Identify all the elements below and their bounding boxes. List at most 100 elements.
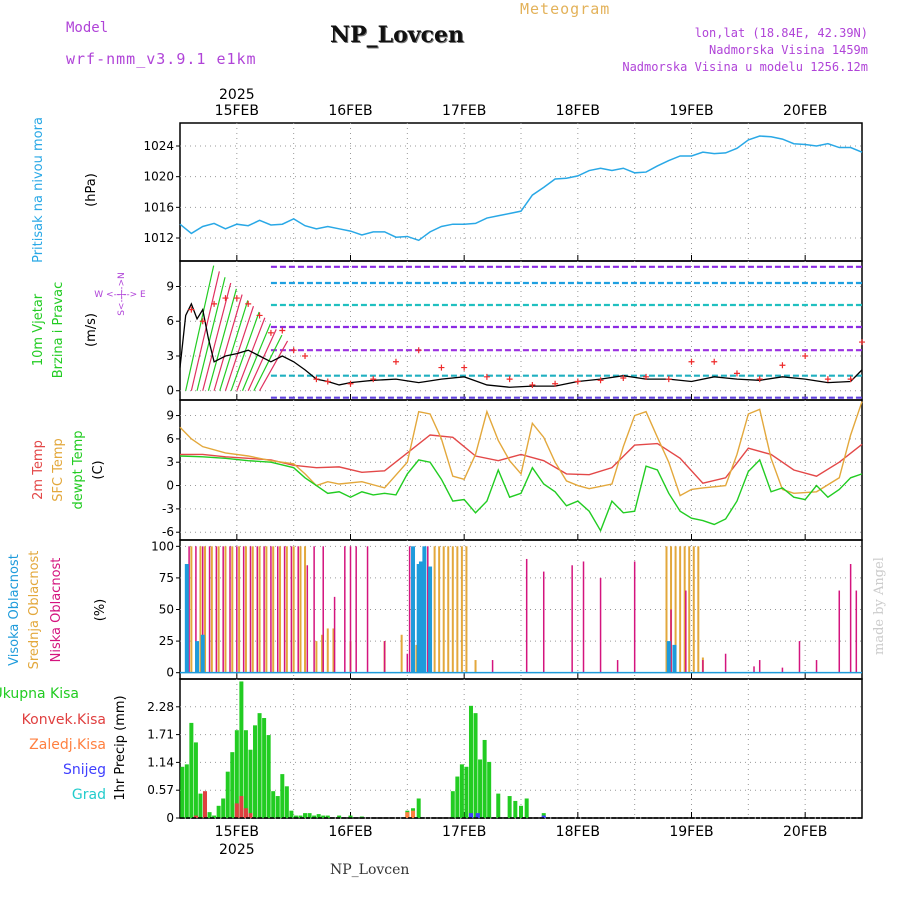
mid-cloud-bar bbox=[433, 546, 436, 673]
low-cloud-bar bbox=[616, 660, 619, 673]
low-cloud-bar bbox=[236, 546, 238, 673]
mid-cloud-bar bbox=[238, 546, 241, 673]
mid-cloud-bar bbox=[224, 546, 227, 673]
total-precip-bar bbox=[482, 739, 487, 818]
temp2m-line bbox=[180, 434, 863, 484]
low-cloud-bar bbox=[753, 666, 755, 673]
x-tick-label-bottom: 17FEB bbox=[442, 824, 486, 840]
high-cloud-bar bbox=[422, 546, 427, 673]
wind-barb-fan bbox=[213, 294, 243, 391]
total-precip-bar bbox=[312, 815, 317, 818]
low-cloud-bar bbox=[297, 546, 299, 673]
mid-cloud-bar bbox=[697, 546, 700, 673]
pressure-unit: (hPa) bbox=[84, 173, 99, 207]
total-precip-bar bbox=[275, 796, 280, 818]
mid-cloud-axis-title: Srednja Oblacnost bbox=[27, 551, 42, 670]
wind-barb-fan bbox=[207, 288, 237, 391]
low-cloud-bar bbox=[229, 546, 231, 673]
wind-axis-subtitle: Brzina i Pravac bbox=[51, 282, 66, 379]
total-precip-bar bbox=[212, 815, 217, 818]
total-precip-bar bbox=[416, 798, 421, 818]
wind-gust-point bbox=[483, 373, 490, 380]
y-tick-label: 6 bbox=[166, 432, 174, 446]
wind-unit: (m/s) bbox=[84, 313, 99, 347]
total-precip-bar bbox=[284, 786, 289, 818]
x-tick-label-bottom: 20FEB bbox=[783, 824, 827, 840]
low-cloud-bar bbox=[582, 561, 585, 673]
wind-gust-point bbox=[847, 376, 854, 383]
mid-cloud-bar bbox=[299, 546, 302, 673]
wind-gust-point bbox=[279, 327, 286, 334]
total-precip-bar bbox=[455, 776, 460, 818]
y-tick-label: 0 bbox=[166, 384, 174, 398]
wind-gust-point bbox=[199, 318, 206, 325]
high-cloud-bar bbox=[416, 564, 421, 673]
y-tick-label: 1016 bbox=[143, 200, 174, 214]
total-precip-bar bbox=[487, 761, 492, 818]
temp2m-axis-title: 2m Temp bbox=[31, 440, 46, 500]
x-tick-label-top: 16FEB bbox=[328, 103, 372, 119]
wind-gust-point bbox=[688, 358, 695, 365]
low-cloud-bar bbox=[290, 546, 293, 673]
y-tick-label: -6 bbox=[162, 525, 174, 539]
total-precip-bar bbox=[230, 752, 235, 818]
conv-precip-legend: Konvek.Kisa bbox=[22, 712, 106, 728]
wind-speed-line bbox=[179, 302, 863, 388]
total-precip-bar bbox=[207, 812, 212, 818]
wind-gust-point bbox=[188, 306, 195, 313]
high-cloud-axis-title: Visoka Oblacnost bbox=[7, 554, 22, 666]
wind-gust-point bbox=[211, 300, 218, 307]
total-precip-bar bbox=[248, 749, 253, 818]
total-precip-bar bbox=[257, 713, 262, 818]
snow-precip-bar bbox=[541, 815, 546, 818]
low-cloud-bar bbox=[724, 653, 727, 673]
x-tick-label-top: 17FEB bbox=[442, 103, 486, 119]
total-precip-bar bbox=[519, 805, 523, 818]
low-cloud-bar bbox=[633, 561, 636, 673]
wind-gust-point bbox=[506, 376, 513, 383]
pressure-line bbox=[179, 135, 863, 242]
mid-cloud-bar bbox=[292, 546, 295, 673]
snow-legend: Snijeg bbox=[63, 762, 106, 778]
low-cloud-bar bbox=[599, 577, 602, 673]
y-tick-label: 3 bbox=[166, 349, 174, 363]
wind-barb-fan bbox=[185, 265, 215, 391]
wind-gust-point bbox=[733, 370, 740, 377]
total-precip-bar bbox=[325, 815, 330, 818]
snow-precip-bar bbox=[475, 813, 480, 818]
low-cloud-bar bbox=[798, 641, 801, 673]
mid-cloud-bar bbox=[460, 546, 463, 673]
frozen-precip-bar bbox=[405, 812, 410, 818]
station-title: NP_Lovcen bbox=[330, 22, 464, 48]
mid-cloud-bar bbox=[447, 546, 450, 673]
total-precip-bar bbox=[216, 805, 221, 818]
total-precip-bar bbox=[473, 713, 478, 818]
mid-cloud-bar bbox=[688, 546, 691, 673]
wind-gust-point bbox=[665, 376, 672, 383]
wind-compass-vertical: S<--|-->N bbox=[117, 272, 127, 316]
y-tick-label: 0.57 bbox=[147, 783, 174, 797]
low-cloud-bar bbox=[208, 546, 211, 673]
wind-barb-fan bbox=[241, 323, 272, 391]
conv-precip-bar bbox=[203, 791, 208, 818]
total-precip-bar bbox=[289, 810, 294, 818]
y-tick-label: 0 bbox=[166, 811, 174, 825]
high-cloud-bar bbox=[200, 634, 205, 673]
wind-gust-point bbox=[574, 378, 581, 385]
mid-cloud-bar bbox=[442, 546, 445, 673]
total-precip-bar bbox=[298, 815, 303, 818]
wind-gust-point bbox=[802, 352, 809, 359]
total-precip-bar bbox=[464, 766, 469, 818]
mid-cloud-bar bbox=[674, 546, 677, 673]
low-cloud-bar bbox=[855, 590, 858, 673]
low-cloud-bar bbox=[491, 660, 494, 673]
low-cloud-bar bbox=[188, 546, 190, 673]
total-precip-bar bbox=[307, 813, 312, 818]
low-cloud-bar bbox=[408, 546, 411, 673]
high-cloud-bar bbox=[418, 561, 423, 673]
low-cloud-bar bbox=[344, 546, 346, 673]
mid-cloud-bar bbox=[204, 546, 207, 673]
wind-compass-label: W <--|--> E bbox=[94, 290, 146, 300]
precip-unit: 1hr Precip (mm) bbox=[113, 695, 128, 800]
x-tick-label-bottom: 18FEB bbox=[556, 824, 600, 840]
